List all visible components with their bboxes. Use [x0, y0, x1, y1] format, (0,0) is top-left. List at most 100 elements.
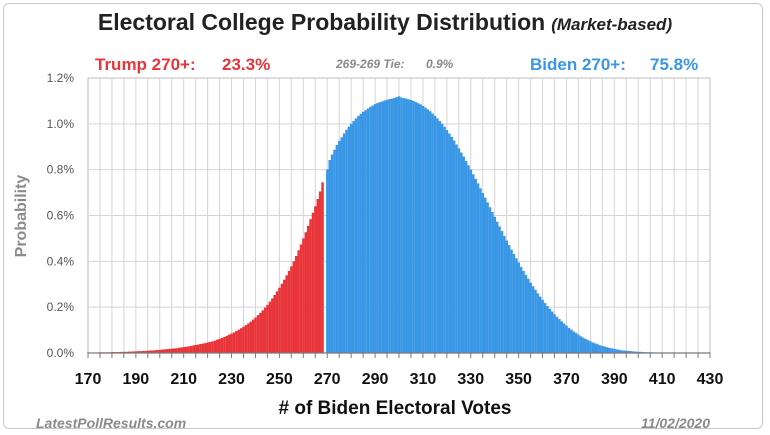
bar-biden: [629, 351, 633, 353]
bar-biden: [503, 235, 506, 353]
bar-trump: [141, 350, 145, 353]
y-tick-label: 0.2%: [47, 300, 75, 314]
bar-trump: [299, 244, 303, 354]
bar-biden: [534, 289, 537, 353]
bar-biden: [529, 282, 532, 353]
bar-biden: [469, 169, 473, 353]
bar-trump: [263, 307, 267, 354]
bar-trump: [187, 346, 190, 353]
bar-trump: [273, 295, 276, 353]
bar-biden: [414, 102, 418, 353]
tie-stat-label: 269-269 Tie:: [335, 57, 405, 71]
bar-biden: [443, 126, 446, 353]
bar-biden: [426, 109, 430, 354]
bar-biden: [383, 100, 386, 354]
bar-biden: [617, 349, 621, 353]
bar-trump: [156, 350, 159, 353]
bar-biden: [531, 286, 535, 353]
bar-trump: [239, 328, 243, 353]
bar-trump: [206, 342, 209, 353]
bar-biden: [495, 221, 499, 353]
y-tick-label: 0.4%: [47, 254, 75, 268]
bar-biden: [378, 102, 382, 353]
bar-biden: [567, 327, 571, 353]
bar-biden: [515, 258, 518, 353]
bar-biden: [550, 311, 554, 353]
bar-biden: [491, 212, 494, 353]
bar-biden: [407, 99, 410, 353]
bar-biden: [622, 350, 626, 353]
bar-trump: [225, 335, 229, 353]
bar-biden: [436, 118, 439, 353]
bar-biden: [345, 129, 348, 353]
bar-trump: [213, 340, 217, 354]
bar-biden: [409, 100, 413, 353]
bar-biden: [448, 133, 451, 353]
bar-biden: [512, 254, 516, 353]
bar-biden: [541, 299, 544, 353]
bar-biden: [536, 293, 540, 353]
tie-stat-value: 0.9%: [426, 57, 454, 71]
x-tick-label: 370: [553, 371, 580, 388]
bar-trump: [266, 304, 269, 354]
bar-biden: [479, 188, 482, 353]
bar-biden: [421, 105, 425, 354]
bar-biden: [347, 126, 351, 353]
bar-biden: [352, 120, 355, 353]
y-axis-label: Probability: [13, 175, 30, 258]
bar-biden: [543, 303, 547, 353]
bar-trump: [170, 348, 174, 353]
x-tick-label: 390: [601, 371, 628, 388]
trump-stat-value: 23.3%: [222, 55, 270, 74]
bar-biden: [560, 321, 564, 354]
bar-biden: [350, 123, 353, 353]
bar-biden: [381, 101, 384, 354]
bar-biden: [555, 316, 559, 353]
bar-biden: [498, 226, 501, 353]
bar-biden: [527, 278, 530, 353]
bar-biden: [574, 333, 578, 353]
biden-stat-label: Biden 270+:: [530, 55, 626, 74]
bar-trump: [220, 337, 224, 354]
bar-biden: [562, 323, 566, 353]
bar-biden: [330, 154, 334, 353]
x-tick-label: 270: [314, 371, 341, 388]
bar-biden: [615, 349, 619, 353]
x-tick-label: 210: [170, 371, 197, 388]
bar-biden: [431, 113, 434, 354]
y-tick-labels: 0.0% 0.2% 0.4% 0.6% 0.8% 1.0% 1.2%: [47, 71, 75, 360]
source-credit: LatestPollResults.com: [36, 415, 186, 431]
bars-group: [86, 96, 712, 354]
bar-trump: [280, 283, 284, 353]
x-tick-label: 290: [362, 371, 389, 388]
axes-group: [87, 352, 711, 358]
bar-biden: [558, 319, 561, 353]
bar-biden: [440, 123, 444, 353]
bar-biden: [419, 104, 422, 353]
bar-trump: [259, 312, 262, 353]
bar-biden: [326, 169, 329, 353]
bar-trump: [302, 238, 305, 353]
bar-trump: [153, 350, 157, 353]
chart-title-note: (Market-based): [551, 15, 672, 34]
bar-trump: [283, 279, 286, 353]
bar-trump: [194, 344, 197, 353]
y-tick-label: 0.8%: [47, 163, 75, 177]
bar-trump: [216, 339, 219, 353]
bar-trump: [211, 341, 214, 353]
bar-biden: [625, 350, 628, 353]
bar-trump: [192, 345, 195, 353]
bar-trump: [134, 351, 138, 353]
bar-trump: [146, 350, 150, 353]
bar-trump: [309, 219, 312, 353]
bar-biden: [388, 99, 391, 353]
bar-trump: [256, 315, 260, 353]
bar-trump: [168, 348, 171, 354]
bar-biden: [546, 306, 549, 353]
x-tick-label: 190: [122, 371, 149, 388]
bar-trump: [297, 250, 300, 353]
bar-biden: [416, 103, 420, 354]
bar-biden: [390, 98, 394, 354]
bar-trump: [223, 336, 226, 353]
bar-biden: [476, 183, 480, 353]
